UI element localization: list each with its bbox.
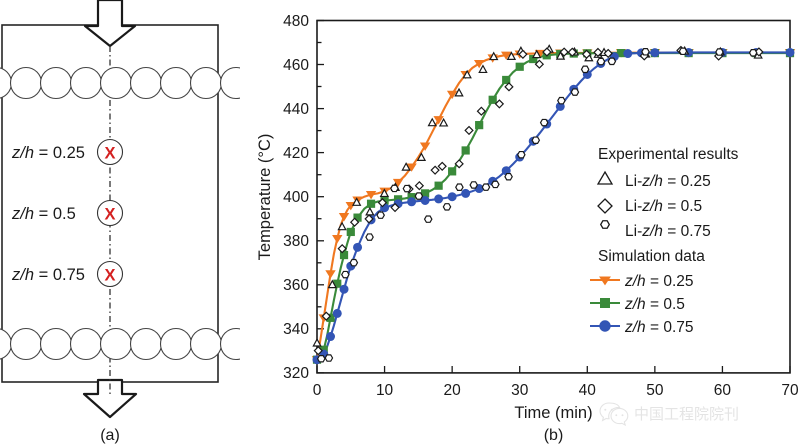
svg-text:0: 0	[313, 382, 322, 399]
svg-text:Li-z/h = 0.5: Li-z/h = 0.5	[625, 198, 702, 215]
svg-text:Li-z/h = 0.75: Li-z/h = 0.75	[625, 223, 711, 240]
svg-text:360: 360	[283, 277, 309, 294]
svg-text:70: 70	[781, 382, 799, 399]
svg-text:480: 480	[283, 13, 309, 30]
svg-text:z/h = 0.75: z/h = 0.75	[11, 266, 85, 284]
svg-text:460: 460	[283, 57, 309, 74]
svg-text:z/h = 0.75: z/h = 0.75	[624, 319, 694, 336]
svg-text:z/h = 0.5: z/h = 0.5	[624, 296, 685, 313]
svg-text:40: 40	[579, 382, 597, 399]
svg-text:z/h = 0.25: z/h = 0.25	[624, 273, 694, 290]
svg-text:Experimental results: Experimental results	[598, 146, 739, 163]
svg-text:60: 60	[714, 382, 732, 399]
svg-text:20: 20	[444, 382, 462, 399]
svg-text:320: 320	[283, 365, 309, 382]
svg-text:30: 30	[511, 382, 529, 399]
svg-text:380: 380	[283, 233, 309, 250]
svg-text:340: 340	[283, 321, 309, 338]
svg-text:10: 10	[376, 382, 394, 399]
svg-text:Time (min): Time (min)	[514, 404, 592, 422]
svg-text:Simulation data: Simulation data	[598, 248, 705, 265]
svg-text:50: 50	[646, 382, 664, 399]
svg-text:400: 400	[283, 189, 309, 206]
svg-text:X: X	[104, 145, 115, 163]
svg-text:X: X	[104, 206, 115, 224]
svg-text:z/h = 0.25: z/h = 0.25	[11, 144, 85, 162]
svg-text:440: 440	[283, 101, 309, 118]
svg-text:(b): (b)	[544, 427, 564, 444]
svg-text:z/h = 0.5: z/h = 0.5	[11, 205, 76, 223]
svg-text:Li-z/h = 0.25: Li-z/h = 0.25	[625, 173, 711, 190]
svg-text:中国工程院院刊: 中国工程院院刊	[634, 405, 739, 423]
svg-text:X: X	[104, 267, 115, 285]
svg-text:Temperature (°C): Temperature (°C)	[256, 134, 274, 261]
svg-text:(a): (a)	[100, 427, 120, 444]
svg-text:420: 420	[283, 145, 309, 162]
